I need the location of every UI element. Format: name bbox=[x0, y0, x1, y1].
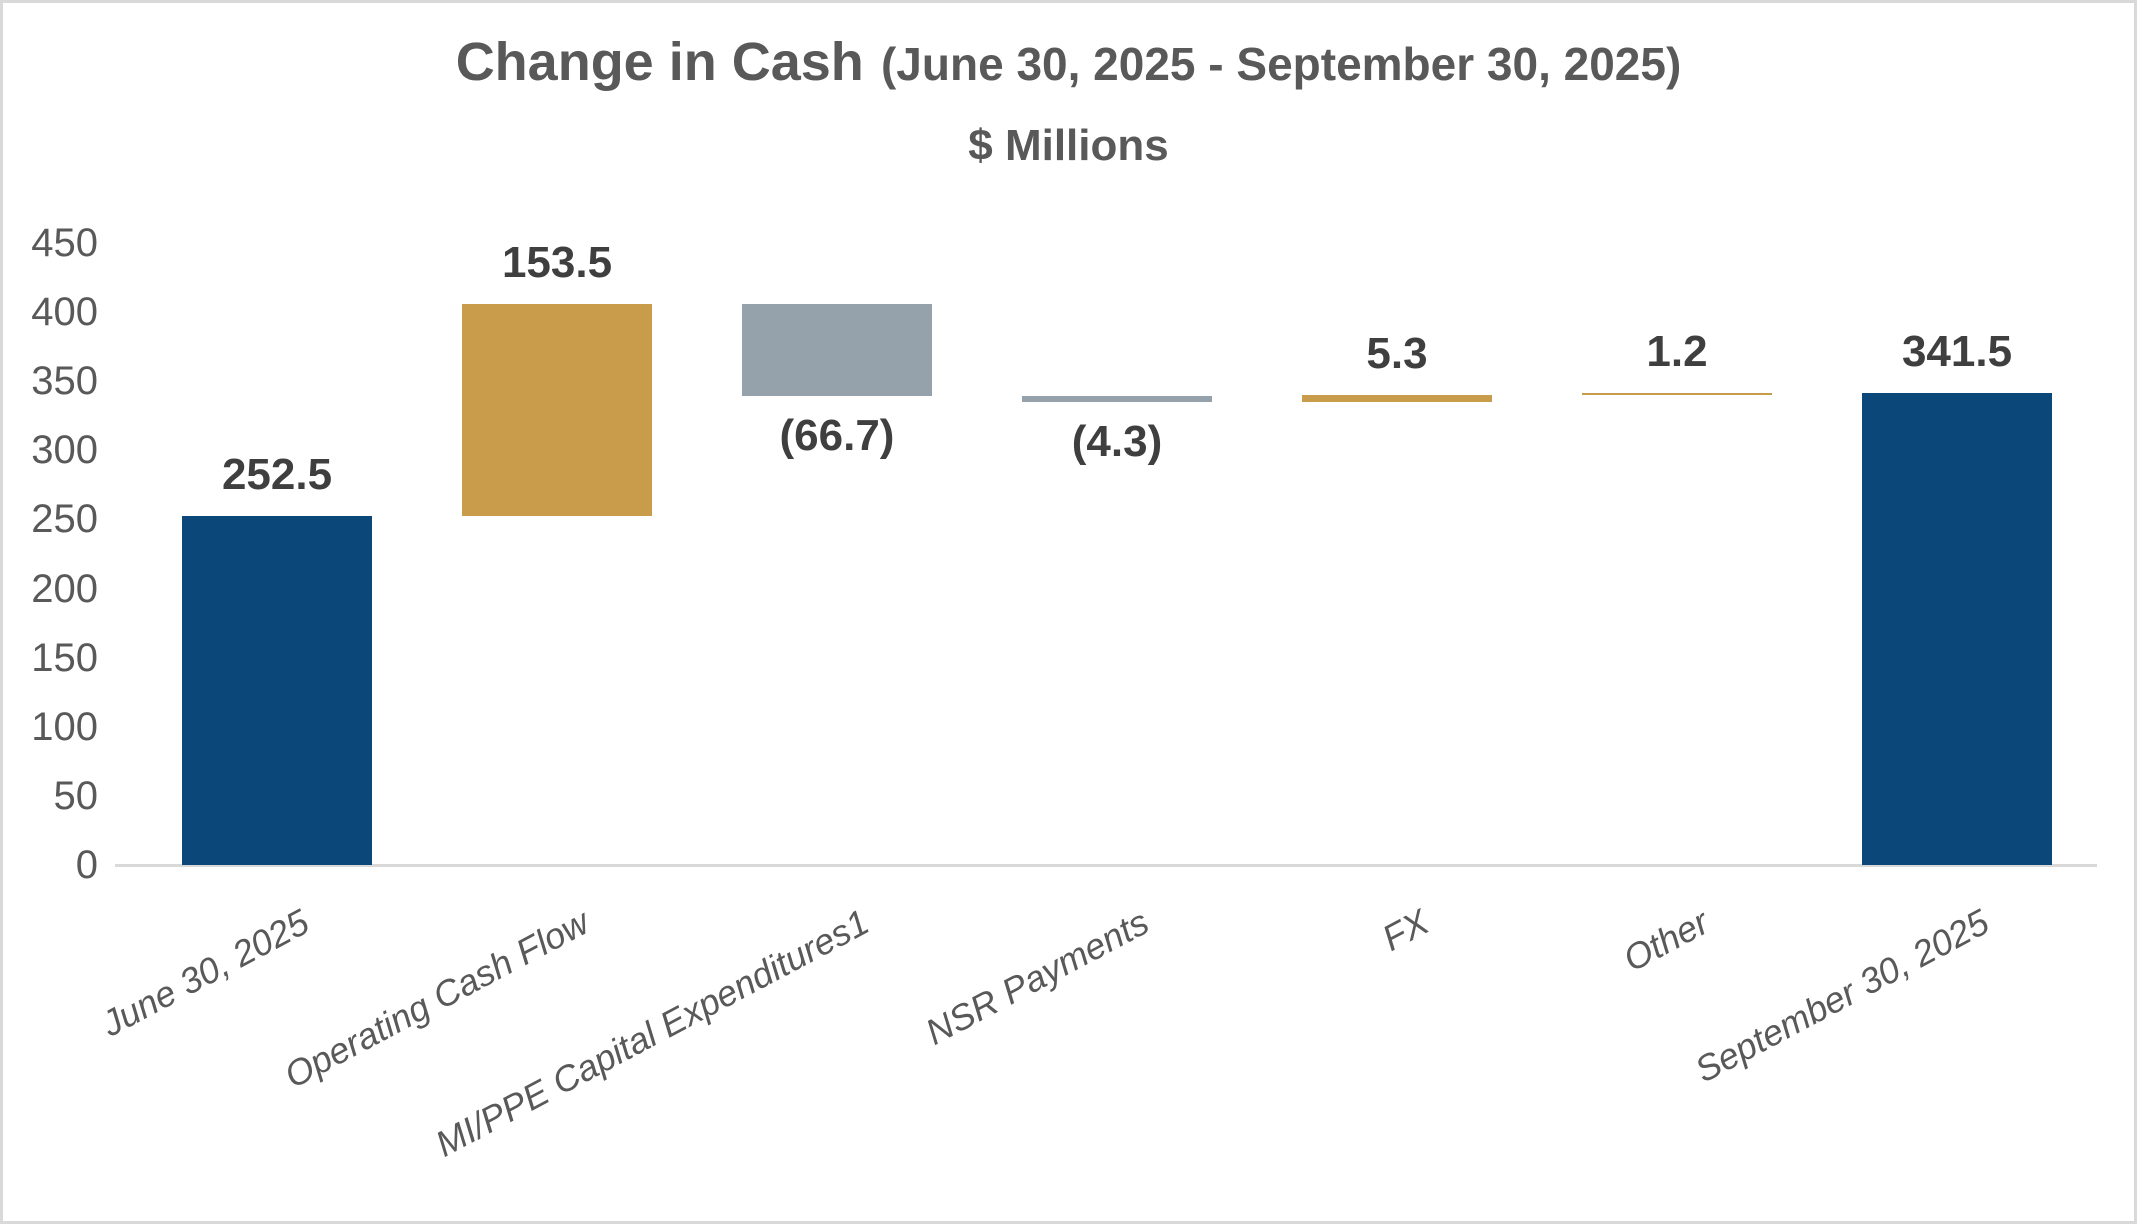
bar-other bbox=[1582, 393, 1772, 395]
bar-fx bbox=[1302, 395, 1492, 402]
bar-september-30-2025 bbox=[1862, 393, 2052, 865]
x-axis-line bbox=[115, 864, 2097, 867]
data-label-operating-cash-flow: 153.5 bbox=[501, 238, 613, 287]
x-axis-category-label-june-30-2025: June 30, 2025 bbox=[94, 901, 316, 1045]
x-axis-category-label-other: Other bbox=[1616, 901, 1716, 980]
x-axis-category-label-september-30-2025: September 30, 2025 bbox=[1687, 901, 1996, 1091]
y-axis-tick-label-150: 150 bbox=[31, 635, 98, 680]
chart-title-range bbox=[868, 38, 881, 90]
y-axis-tick-label-50: 50 bbox=[53, 773, 99, 818]
data-label-september-30-2025: 341.5 bbox=[1901, 327, 2013, 376]
x-axis-category-label-mi-ppe-capital-expenditures1: MI/PPE Capital Expenditures1 bbox=[428, 901, 876, 1165]
y-axis-tick-label-400: 400 bbox=[31, 290, 98, 335]
data-label-nsr-payments: (4.3) bbox=[1071, 417, 1163, 466]
y-axis-tick-label-300: 300 bbox=[31, 428, 98, 473]
chart-subtitle: $ Millions bbox=[968, 121, 1169, 170]
y-axis-tick-label-450: 450 bbox=[31, 221, 98, 265]
x-axis-category-label-nsr-payments: NSR Payments bbox=[918, 901, 1156, 1053]
bar-nsr-payments bbox=[1022, 396, 1212, 402]
data-label-fx: 5.3 bbox=[1366, 329, 1428, 378]
chart-title: Change in Cash (June 30, 2025 - Septembe… bbox=[3, 31, 2134, 93]
bar-june-30-2025 bbox=[182, 516, 372, 865]
y-axis-tick-label-100: 100 bbox=[31, 704, 98, 749]
bar-operating-cash-flow bbox=[462, 304, 652, 516]
bar-mi-ppe-capital-expenditures1 bbox=[742, 304, 932, 396]
x-axis-category-label-fx: FX bbox=[1375, 901, 1436, 959]
chart-title-main: Change in Cash bbox=[455, 32, 864, 92]
data-label-mi-ppe-capital-expenditures1: (66.7) bbox=[779, 411, 895, 460]
data-label-other: 1.2 bbox=[1646, 327, 1708, 376]
y-axis-tick-label-250: 250 bbox=[31, 497, 98, 542]
y-axis-tick-label-0: 0 bbox=[75, 843, 98, 887]
data-label-june-30-2025: 252.5 bbox=[221, 450, 333, 499]
y-axis-tick-label-350: 350 bbox=[31, 359, 98, 404]
y-axis-tick-label-200: 200 bbox=[31, 566, 98, 611]
chart-title-date-range: (June 30, 2025 - September 30, 2025) bbox=[880, 38, 1682, 90]
